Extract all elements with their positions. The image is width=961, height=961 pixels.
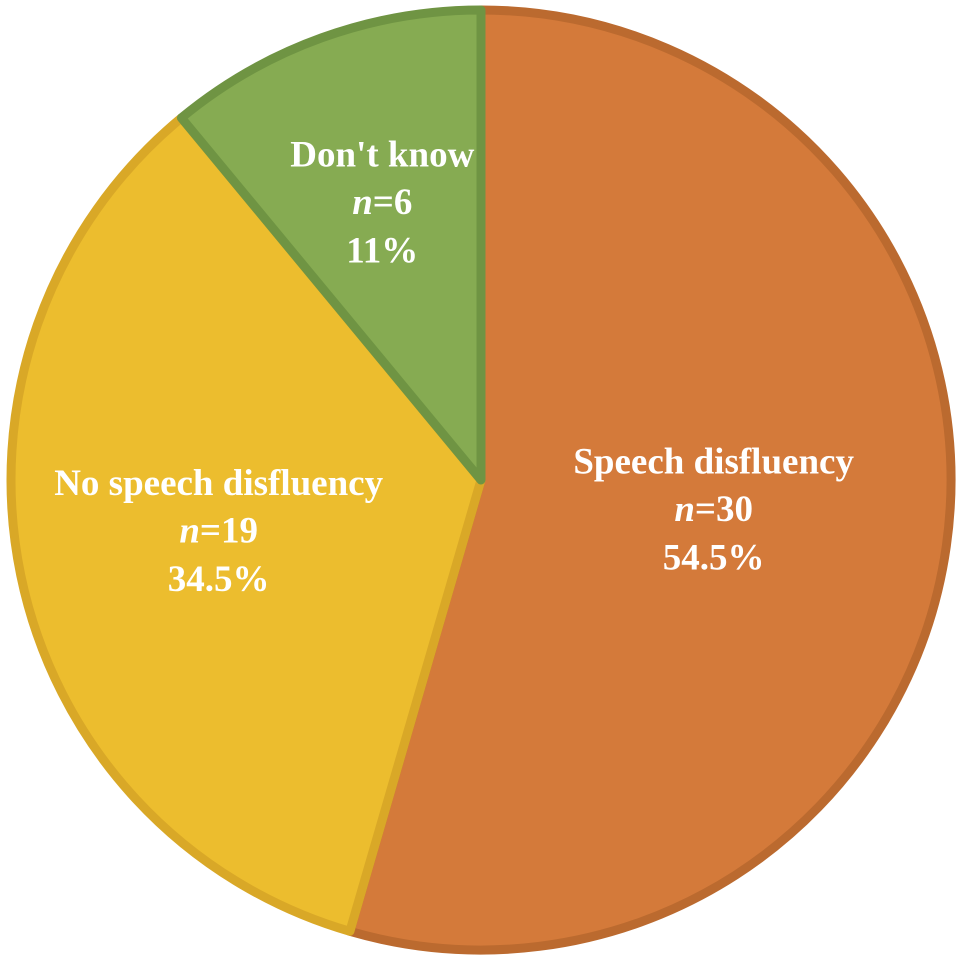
slice-value-label: 11% [346, 230, 418, 271]
slice-value-label: 34.5% [168, 559, 270, 600]
slice-value-label: 54.5% [663, 538, 765, 579]
slice-count-label: n=30 [674, 490, 753, 531]
slice-category-label: Speech disfluency [573, 442, 854, 483]
pie-slice [176, 5, 486, 485]
slice-count-label: n=19 [179, 511, 258, 552]
pie-slice [6, 113, 486, 936]
slice-category-label: No speech disfluency [54, 463, 383, 504]
slice-category-label: Don't know [290, 134, 474, 175]
slice-count-label: n=6 [352, 182, 412, 223]
pie-slice [345, 5, 956, 955]
